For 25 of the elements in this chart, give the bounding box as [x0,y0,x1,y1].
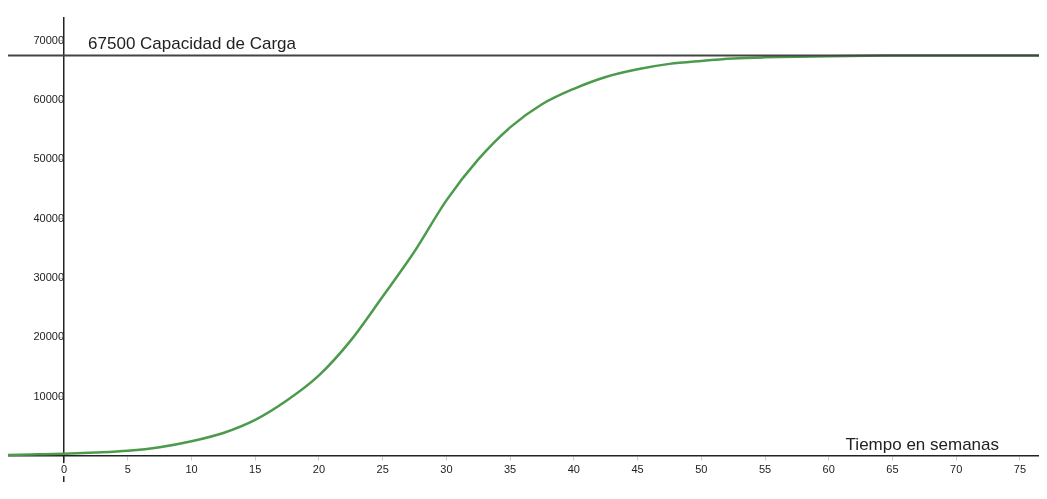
x-tick-label: 70 [950,462,963,475]
x-tick-label: 0 [61,462,68,475]
x-tick-label: 15 [249,462,262,475]
x-tick-label: 10 [185,462,198,475]
ref-line-label: 67500 Capacidad de Carga [88,33,297,53]
y-tick-label: 40000 [33,211,65,224]
x-tick-label: 30 [440,462,453,475]
y-tick-label: 20000 [33,330,65,343]
x-tick-label: 75 [1013,462,1027,475]
y-tick-label: 50000 [33,152,65,165]
x-tick-label: 60 [822,462,835,475]
y-tick-label: 60000 [33,93,65,106]
y-tick-label: 10000 [33,389,65,402]
y-tick-label: 30000 [33,271,65,284]
x-tick-label: 50 [695,462,708,475]
x-tick-label: 65 [886,462,899,475]
x-tick-label: 5 [124,462,131,475]
x-tick-label: 45 [631,462,644,475]
y-tick-label: 70000 [33,33,65,46]
x-tick-label: 20 [312,462,326,475]
x-axis-title: Tiempo en semanas [845,435,999,455]
x-tick-label: 25 [376,462,389,475]
x-tick-label: 55 [758,462,772,475]
x-tick-label: 35 [503,462,517,475]
x-tick-label: 40 [567,462,580,475]
